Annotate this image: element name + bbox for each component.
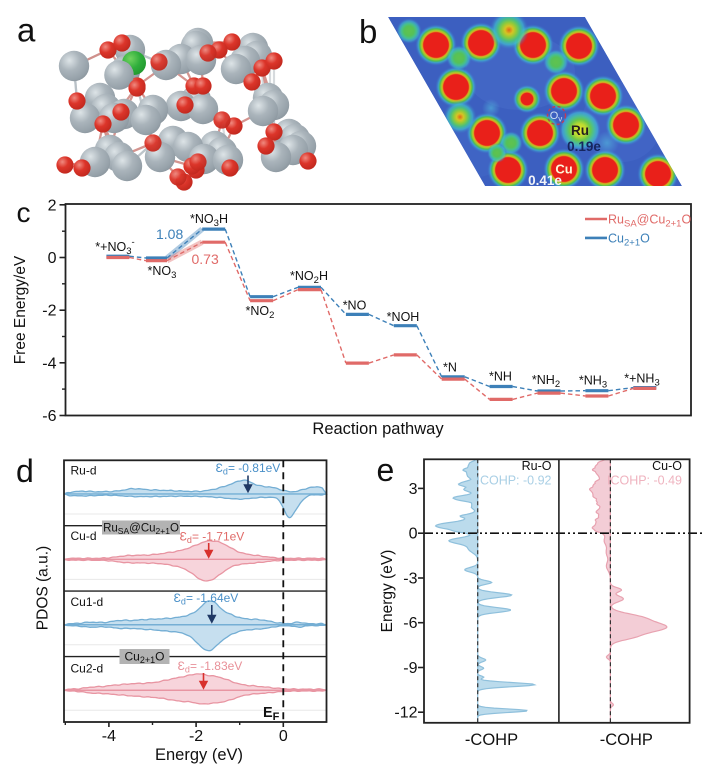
- svg-text:ICOHP: -0.92: ICOHP: -0.92: [476, 474, 551, 488]
- svg-text:0: 0: [48, 250, 57, 267]
- svg-text:0: 0: [409, 526, 418, 543]
- svg-text:Cu: Cu: [555, 162, 572, 177]
- svg-text:0: 0: [279, 728, 288, 745]
- svg-text:Ru-O: Ru-O: [522, 459, 552, 473]
- svg-text:Cu1-d: Cu1-d: [71, 595, 104, 609]
- svg-text:*NH3: *NH3: [579, 374, 607, 391]
- svg-text:0.73: 0.73: [192, 251, 219, 267]
- svg-text:*+NO3-: *+NO3-: [95, 237, 134, 257]
- svg-text:1.08: 1.08: [156, 226, 183, 242]
- svg-text:Ɛd= -0.81eV: Ɛd= -0.81eV: [216, 461, 281, 477]
- svg-text:-6: -6: [42, 408, 56, 425]
- svg-text:-2: -2: [42, 303, 56, 320]
- svg-text:*NH: *NH: [489, 370, 512, 384]
- svg-text:Ru-d: Ru-d: [71, 464, 97, 478]
- svg-text:-4: -4: [42, 355, 56, 372]
- svg-text:*NO2H: *NO2H: [290, 269, 328, 286]
- svg-text:-COHP: -COHP: [465, 731, 518, 749]
- svg-text:Cu2+1O: Cu2+1O: [125, 650, 165, 666]
- svg-text:d: d: [16, 453, 34, 489]
- svg-text:*NO: *NO: [343, 299, 367, 313]
- svg-text:*NO3H: *NO3H: [190, 212, 228, 229]
- svg-text:*NH2: *NH2: [532, 373, 560, 390]
- svg-text:2: 2: [48, 197, 57, 214]
- svg-text:Energy (eV): Energy (eV): [379, 550, 396, 633]
- svg-text:Ru: Ru: [571, 123, 589, 138]
- svg-text:0.19e: 0.19e: [567, 139, 601, 154]
- svg-text:Ɛd= -1.64eV: Ɛd= -1.64eV: [174, 591, 239, 607]
- svg-text:*NOH: *NOH: [387, 310, 420, 324]
- svg-text:Cu2-d: Cu2-d: [71, 662, 104, 676]
- svg-text:Cu2+1O: Cu2+1O: [608, 231, 650, 248]
- svg-text:-9: -9: [403, 660, 417, 677]
- svg-text:c: c: [17, 197, 31, 228]
- svg-text:RuSA@Cu2+1O: RuSA@Cu2+1O: [103, 523, 179, 537]
- svg-text:Free Energy/eV: Free Energy/eV: [12, 255, 29, 364]
- svg-text:*N: *N: [443, 361, 457, 375]
- svg-text:3: 3: [409, 481, 418, 498]
- svg-text:-COHP: -COHP: [600, 731, 653, 749]
- svg-text:-4: -4: [102, 728, 116, 745]
- svg-text:-6: -6: [403, 615, 417, 632]
- svg-text:PDOS (a.u.): PDOS (a.u.): [35, 546, 52, 630]
- svg-text:Cu-O: Cu-O: [652, 459, 682, 473]
- svg-text:-12: -12: [394, 705, 417, 722]
- svg-text:Cu-d: Cu-d: [71, 529, 97, 543]
- svg-text:0.41e: 0.41e: [528, 173, 562, 188]
- svg-text:*+NH3: *+NH3: [624, 372, 660, 389]
- svg-text:*NO2: *NO2: [246, 304, 275, 321]
- svg-text:Energy (eV): Energy (eV): [155, 746, 243, 764]
- svg-text:a: a: [17, 12, 36, 49]
- svg-text:Ɛd= -1.71eV: Ɛd= -1.71eV: [180, 530, 245, 546]
- svg-text:Ɛd= -1.83eV: Ɛd= -1.83eV: [178, 659, 243, 675]
- svg-text:-2: -2: [189, 728, 203, 745]
- svg-text:b: b: [359, 13, 377, 50]
- svg-text:e: e: [377, 452, 395, 488]
- svg-text:*NO3: *NO3: [148, 264, 177, 281]
- svg-text:-3: -3: [403, 571, 417, 588]
- svg-text:Reaction pathway: Reaction pathway: [312, 420, 444, 438]
- svg-text:ICOHP: -0.49: ICOHP: -0.49: [607, 474, 682, 488]
